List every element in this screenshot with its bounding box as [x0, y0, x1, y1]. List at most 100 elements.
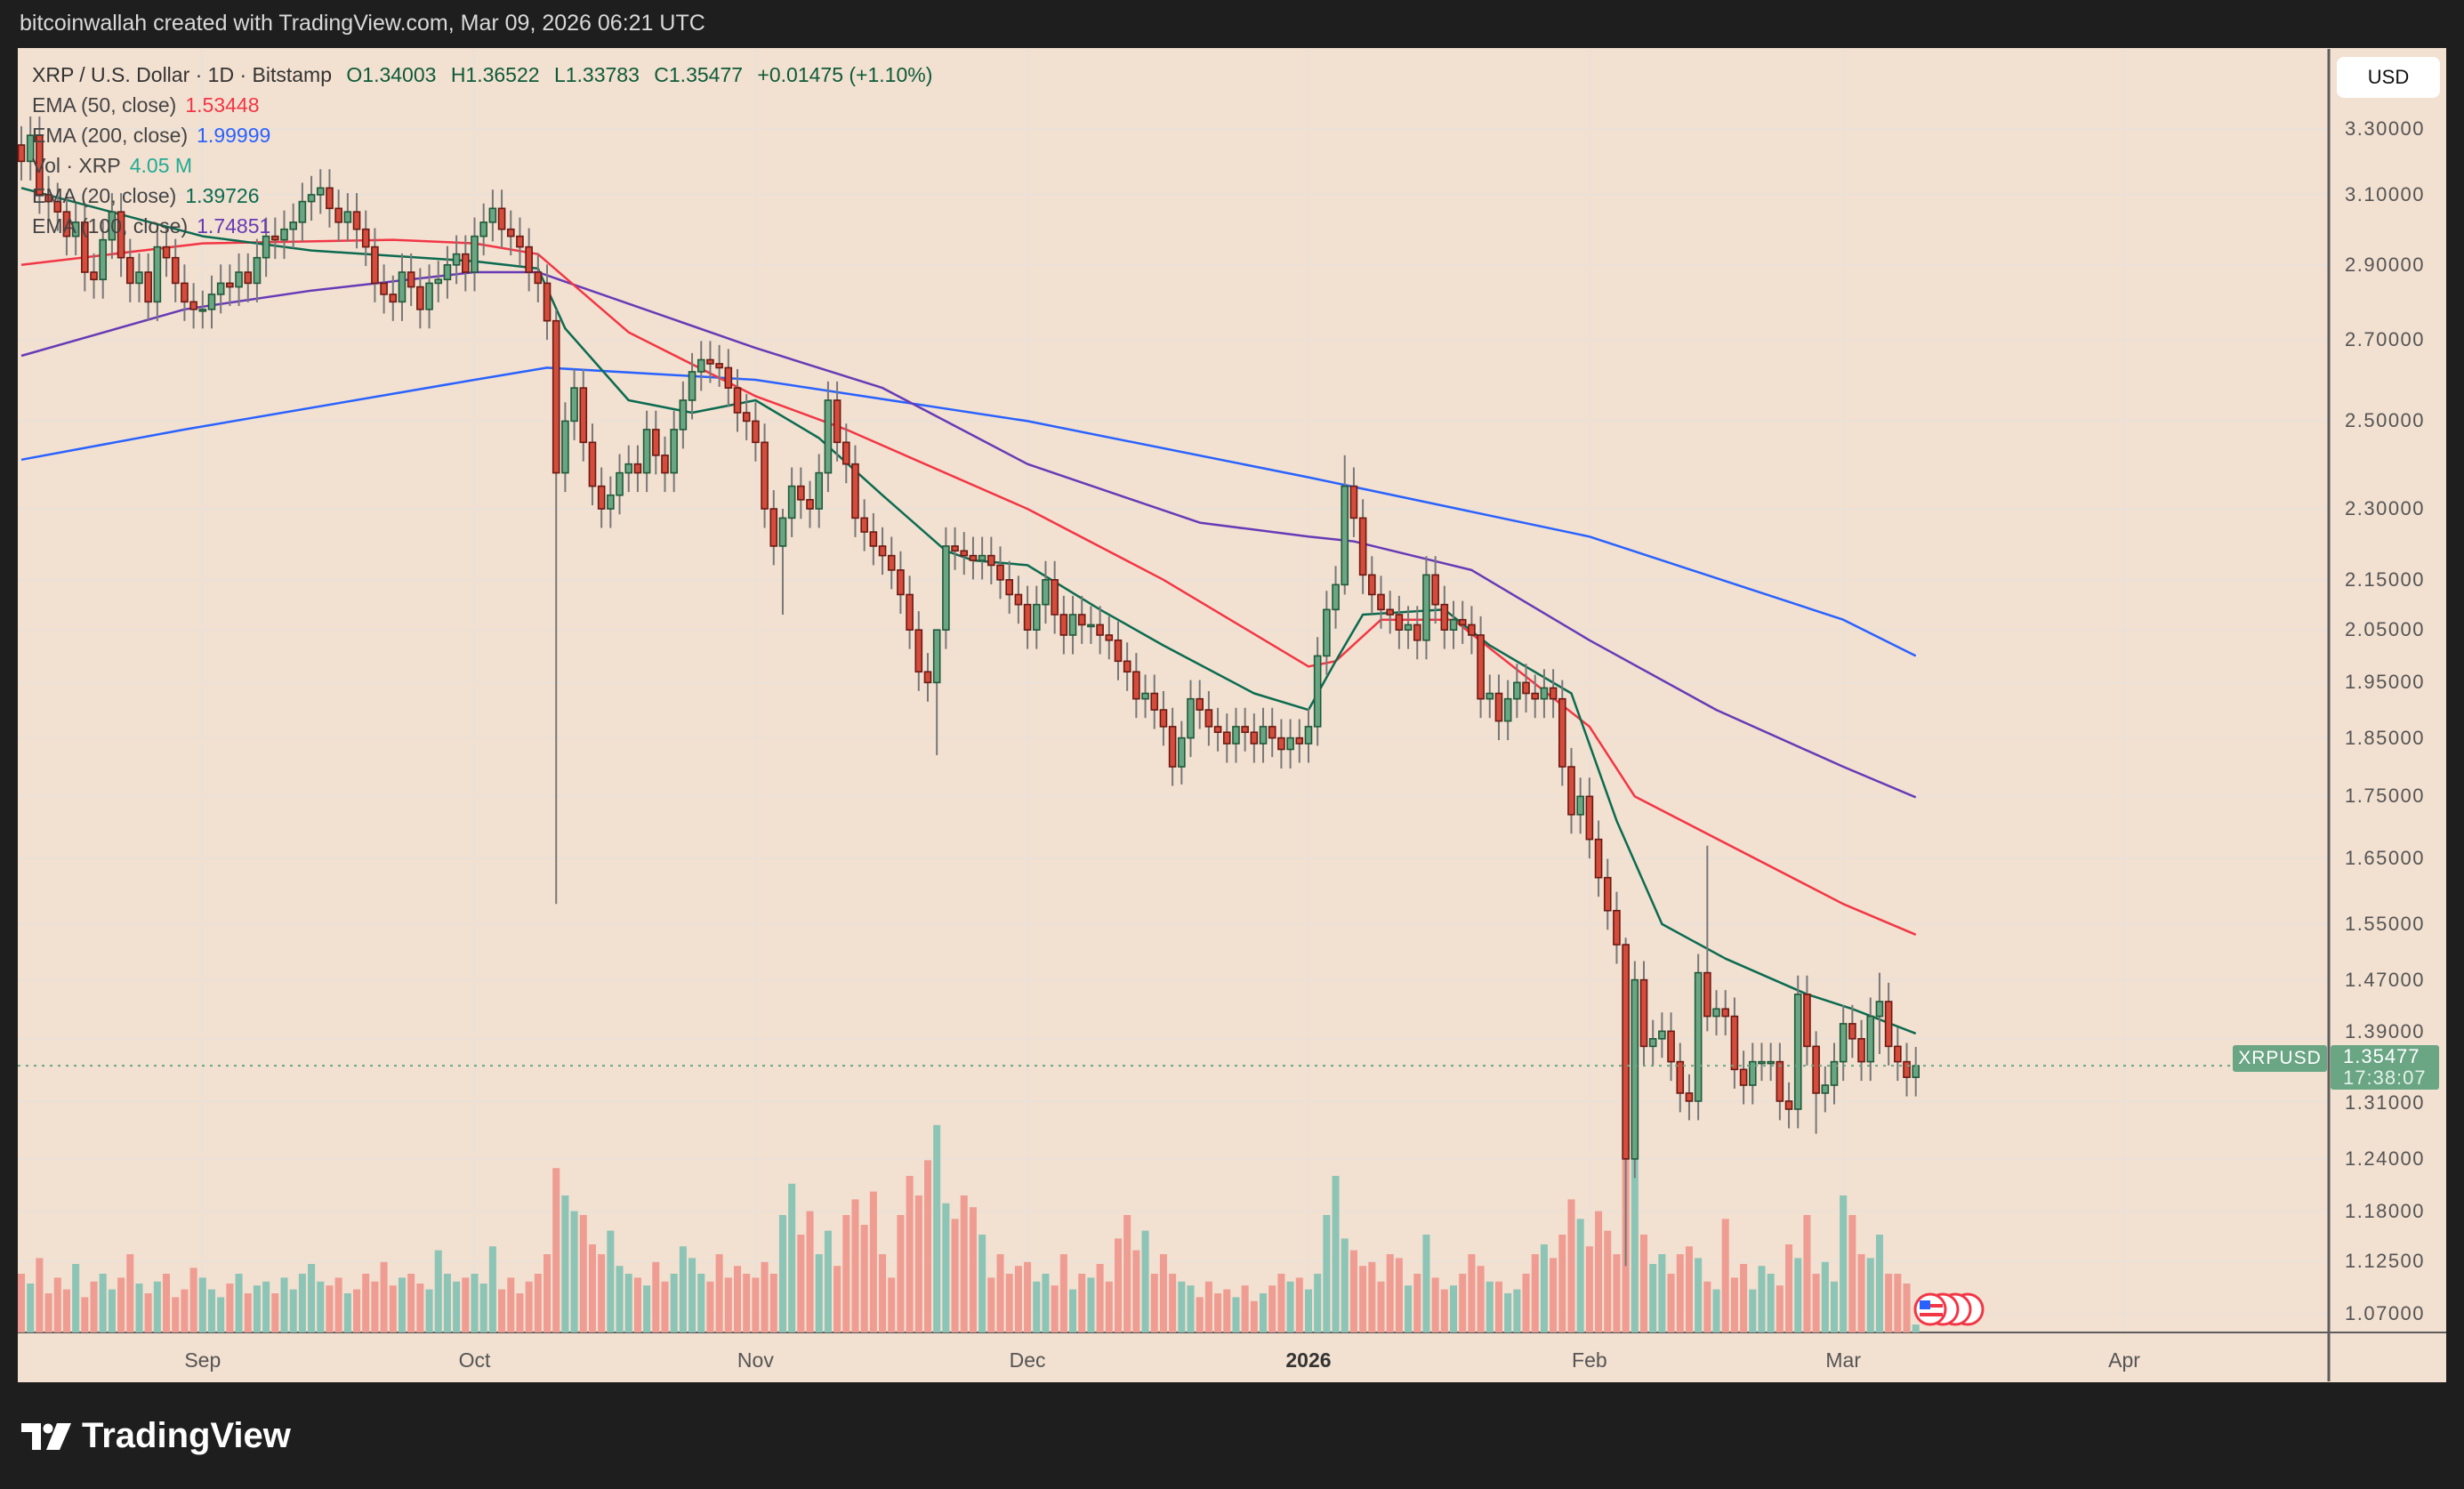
- candle: [1431, 574, 1439, 606]
- ema-line-50: [20, 238, 1917, 936]
- candle: [1758, 1060, 1766, 1065]
- candle: [1232, 726, 1240, 744]
- volume-bar: [1260, 1293, 1268, 1332]
- volume-bar: [1494, 1281, 1502, 1332]
- legend-ema50[interactable]: EMA (50, close) 1.53448: [32, 93, 268, 117]
- volume-bar: [27, 1284, 35, 1332]
- candle: [597, 485, 606, 510]
- legend-ema100[interactable]: EMA (100, close) 1.74851: [32, 213, 279, 238]
- candle: [1676, 1060, 1685, 1094]
- symbol-title[interactable]: XRP / U.S. Dollar · 1D · Bitstamp: [32, 63, 332, 86]
- logo-text: TradingView: [82, 1416, 291, 1455]
- candle: [1196, 697, 1204, 711]
- legend-volume[interactable]: Vol · XRP 4.05 M: [32, 153, 201, 178]
- candle: [742, 412, 751, 423]
- candle: [697, 358, 705, 373]
- volume-bar: [226, 1284, 234, 1332]
- volume-bar: [1540, 1244, 1548, 1332]
- currency-button[interactable]: USD: [2337, 57, 2440, 98]
- volume-bar: [1866, 1258, 1874, 1332]
- candle: [1150, 692, 1159, 711]
- candle: [1349, 485, 1358, 519]
- price-tick-label: 1.65000: [2345, 846, 2426, 869]
- price-tick-label: 1.12500: [2345, 1250, 2426, 1273]
- volume-bar: [607, 1230, 615, 1332]
- volume-bar: [343, 1293, 351, 1332]
- volume-bar: [869, 1191, 877, 1332]
- time-tick-label: Apr: [2108, 1348, 2140, 1372]
- legend-ema20[interactable]: EMA (20, close) 1.39726: [32, 183, 268, 208]
- candle: [1059, 614, 1068, 636]
- candle: [1894, 1045, 1902, 1063]
- volume-bar: [1268, 1285, 1276, 1332]
- volume-bar: [1486, 1281, 1494, 1332]
- candle: [769, 508, 778, 547]
- volume-bar: [1178, 1281, 1186, 1332]
- candle: [860, 517, 868, 533]
- time-tick-label: 2026: [1285, 1348, 1332, 1372]
- candle: [452, 253, 461, 266]
- volume-bar: [1595, 1211, 1603, 1332]
- volume-bar: [1422, 1235, 1430, 1332]
- candle: [878, 545, 887, 557]
- bar-countdown: 17:38:07: [2343, 1066, 2427, 1089]
- volume-bar: [842, 1215, 850, 1332]
- volume-bar: [117, 1277, 125, 1332]
- candle: [62, 211, 71, 237]
- candle: [778, 517, 787, 547]
- volume-bar: [334, 1277, 342, 1332]
- volume-bar: [1105, 1281, 1113, 1332]
- volume-bar: [407, 1274, 415, 1332]
- volume-bar: [996, 1254, 1004, 1332]
- price-tick-label: 1.31000: [2345, 1091, 2426, 1114]
- candle: [851, 463, 859, 519]
- volume-bar: [262, 1281, 270, 1332]
- volume-bar: [1812, 1274, 1820, 1332]
- candle: [497, 207, 506, 230]
- volume-bar: [752, 1277, 760, 1332]
- volume-bar: [778, 1215, 786, 1332]
- volume-bar: [715, 1254, 723, 1332]
- volume-bar: [516, 1293, 524, 1332]
- volume-bar: [1912, 1324, 1920, 1332]
- legend-ema200[interactable]: EMA (200, close) 1.99999: [32, 123, 279, 148]
- candle: [1458, 618, 1467, 626]
- volume-bar: [18, 1274, 25, 1332]
- tradingview-logo[interactable]: TradingView: [21, 1416, 291, 1456]
- candle: [688, 371, 697, 401]
- candle: [833, 399, 841, 444]
- symbol-price-label: XRPUSD: [2233, 1045, 2327, 1072]
- candle: [1648, 1038, 1657, 1048]
- price-tick-label: 2.05000: [2345, 618, 2426, 641]
- volume-bar: [534, 1274, 542, 1332]
- volume-bar: [1477, 1266, 1485, 1332]
- volume-bar: [443, 1274, 451, 1332]
- candle: [271, 235, 279, 241]
- volume-bar: [1522, 1274, 1530, 1332]
- candle: [706, 358, 714, 365]
- volume-bar: [1123, 1215, 1131, 1332]
- candle: [724, 366, 733, 389]
- volume-bar: [153, 1281, 161, 1332]
- candle: [1839, 1023, 1848, 1063]
- price-tick-label: 1.55000: [2345, 912, 2426, 935]
- candle: [371, 245, 379, 285]
- chart-panel[interactable]: [18, 48, 2446, 1382]
- volume-bar: [1204, 1281, 1212, 1332]
- candle: [1304, 726, 1313, 744]
- candle: [1241, 726, 1249, 734]
- volume-bar: [72, 1264, 80, 1332]
- volume-bar: [1078, 1274, 1086, 1332]
- volume-bar: [308, 1264, 316, 1332]
- volume-bar: [1649, 1264, 1657, 1332]
- volume-bar: [1014, 1266, 1022, 1332]
- candle: [1803, 994, 1811, 1048]
- candle: [44, 194, 52, 203]
- volume-bar: [734, 1266, 742, 1332]
- volume-bar: [616, 1266, 624, 1332]
- candle: [1821, 1084, 1830, 1094]
- volume-bar: [806, 1211, 814, 1332]
- volume-bar: [1196, 1297, 1204, 1332]
- volume-bar: [1848, 1215, 1856, 1332]
